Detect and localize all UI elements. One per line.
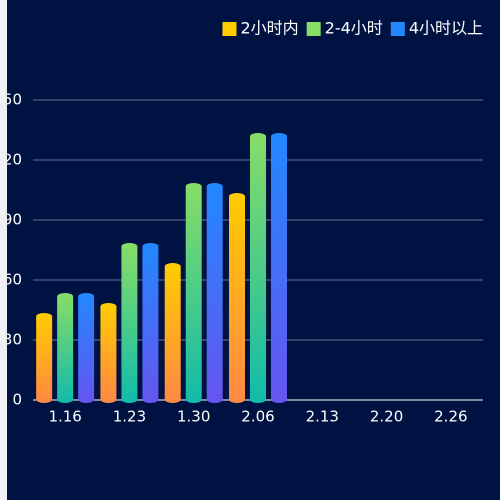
bar [100, 303, 117, 403]
legend-swatch [222, 22, 237, 36]
bar [121, 243, 138, 403]
x-tick-label: 2.20 [370, 408, 403, 426]
y-tick-label: 30 [3, 331, 22, 349]
bar [164, 263, 181, 403]
bar [271, 133, 287, 403]
bar [78, 293, 95, 403]
bar [250, 133, 266, 403]
x-tick-label: 2.26 [434, 408, 467, 426]
y-tick-label: 90 [3, 211, 22, 229]
x-tick-label: 2.06 [241, 408, 274, 426]
bar [229, 193, 245, 403]
y-tick-label: 60 [3, 271, 22, 289]
bar [206, 183, 223, 403]
legend-label: 2小时内 [240, 19, 298, 38]
left-strip [0, 0, 7, 500]
bar [185, 183, 202, 403]
legend-swatch [306, 22, 321, 36]
y-tick-label: 0 [12, 391, 22, 409]
legend-swatch [390, 22, 405, 36]
legend-label: 2-4小时 [325, 19, 383, 38]
legend-label: 4小时以上 [409, 19, 483, 38]
x-tick-label: 1.16 [48, 408, 81, 426]
x-tick-label: 1.23 [113, 408, 146, 426]
bar [142, 243, 159, 403]
x-tick-label: 2.13 [306, 408, 339, 426]
x-tick-label: 1.30 [177, 408, 210, 426]
bar [57, 293, 74, 403]
bar [36, 313, 53, 403]
